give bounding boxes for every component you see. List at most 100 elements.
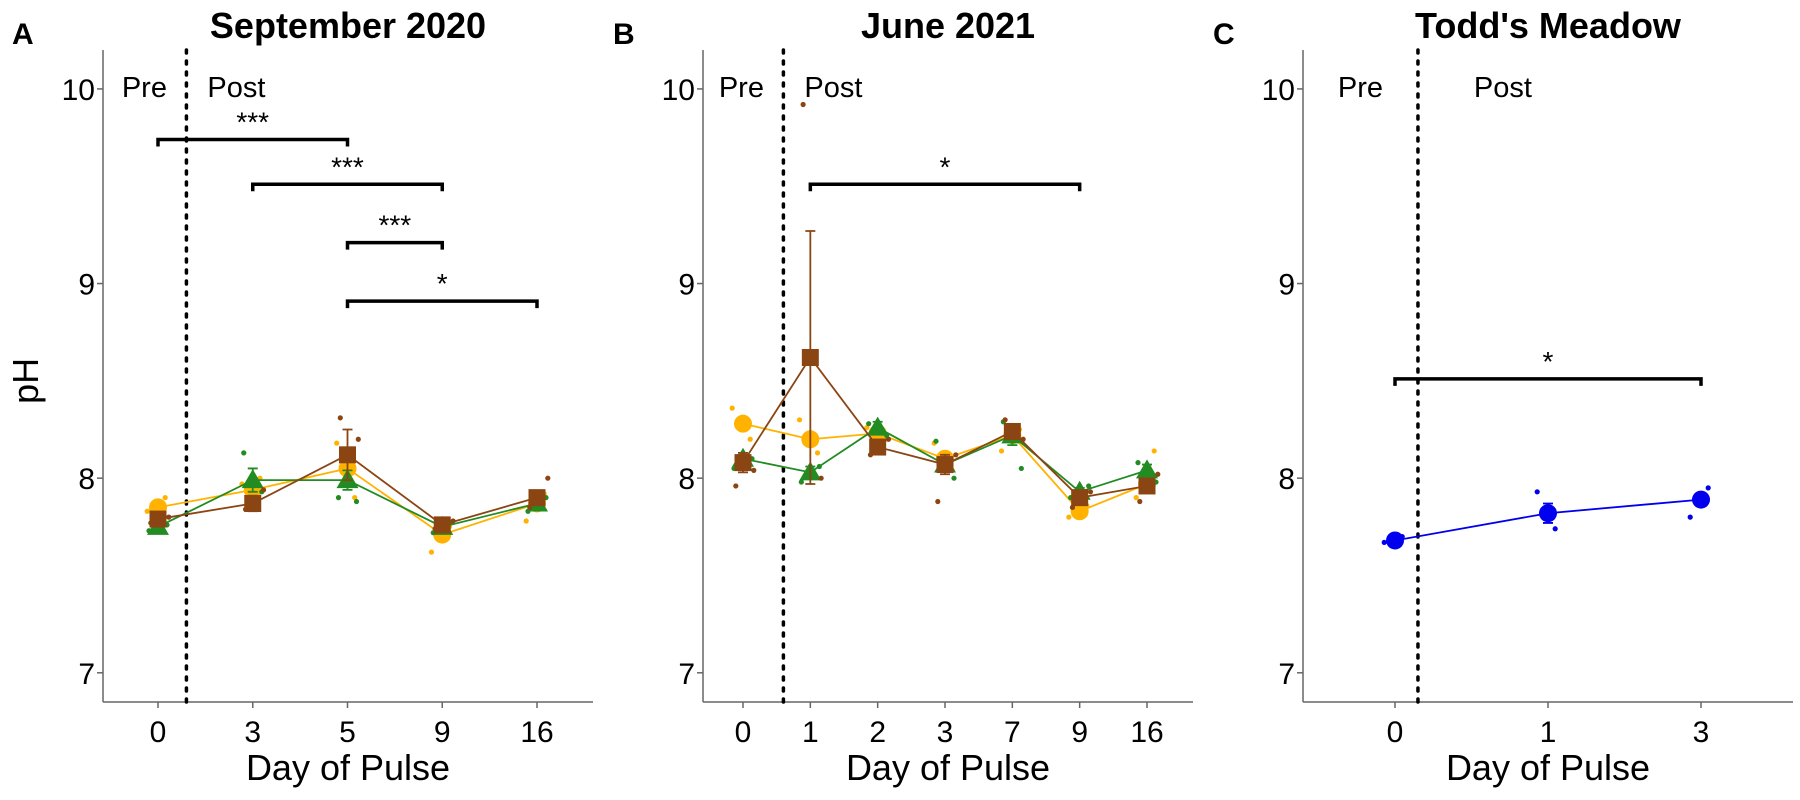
raw-point (1137, 498, 1143, 505)
pre-label: Pre (1338, 72, 1383, 104)
chart-title: September 2020 (210, 5, 486, 46)
raw-point (1087, 489, 1094, 495)
significance-label: *** (331, 151, 364, 182)
mean-point-square (433, 516, 451, 534)
significance-label: *** (236, 107, 269, 138)
x-tick-label: 3 (244, 716, 261, 749)
mean-point-square (869, 438, 887, 456)
x-tick-label: 0 (150, 716, 167, 749)
raw-point (796, 417, 803, 423)
mean-point-square (1138, 477, 1156, 495)
raw-point (355, 436, 361, 442)
x-tick-label: 16 (520, 716, 553, 749)
y-tick-label: 7 (78, 658, 95, 691)
raw-point (1135, 460, 1141, 466)
panel-c: C Todd's Meadow 7 8 9 10 0 1 3 Day of Pulse Pre Pos… (1213, 5, 1793, 788)
panel-a: A September 2020 7 8 9 10 0 3 5 9 16 Day of Pulse pH… (5, 5, 593, 788)
raw-point (864, 424, 870, 431)
raw-point (1133, 495, 1139, 501)
mean-point-circle (1386, 531, 1404, 550)
raw-point (545, 475, 551, 481)
significance-bracket (808, 182, 1082, 192)
raw-point (1018, 465, 1024, 472)
series-brown (733, 101, 1161, 510)
panel-b: B June 2021 7 8 9 10 0 1 2 3 7 9 16 Day of Pulse Pre Po… (613, 5, 1193, 788)
panel-letter: A (12, 18, 34, 51)
raw-point (1151, 448, 1157, 454)
raw-point (162, 495, 168, 501)
raw-point (1534, 489, 1540, 495)
chart-title: June 2021 (861, 5, 1035, 46)
x-axis-label: Day of Pulse (846, 747, 1050, 788)
mean-point-circle (1692, 490, 1710, 509)
raw-point (260, 487, 267, 493)
post-label: Post (1474, 72, 1532, 104)
mean-point-triangle (241, 469, 264, 489)
pre-label: Pre (122, 72, 167, 104)
x-axis-label: Day of Pulse (1446, 747, 1650, 788)
raw-point (747, 436, 753, 442)
significance-bracket (345, 240, 444, 250)
y-tick-label: 9 (1278, 269, 1295, 302)
series-brown (148, 415, 551, 534)
post-label: Post (804, 72, 862, 104)
panel-letter: B (613, 18, 635, 51)
mean-point-square (1003, 422, 1021, 440)
significance-label: *** (379, 210, 412, 241)
mean-point-square (1071, 489, 1089, 507)
raw-point (729, 405, 735, 411)
y-tick-label: 9 (678, 269, 695, 302)
raw-point (1687, 514, 1693, 520)
x-tick-label: 0 (1387, 716, 1404, 749)
x-tick-label: 2 (869, 716, 886, 749)
raw-point (800, 101, 806, 108)
significance-label: * (1543, 346, 1554, 377)
x-tick-label: 9 (434, 716, 451, 749)
raw-point (953, 452, 959, 458)
mean-point-square (244, 494, 262, 512)
raw-point (144, 508, 150, 514)
raw-point (951, 475, 957, 481)
raw-point (885, 436, 892, 442)
y-tick-label: 10 (662, 74, 695, 107)
raw-point (933, 438, 939, 444)
x-tick-label: 3 (937, 716, 954, 749)
raw-point (814, 450, 821, 456)
raw-point (1705, 485, 1711, 491)
mean-point-triangle (866, 416, 889, 436)
mean-point-square (801, 349, 819, 367)
mean-point-square (734, 454, 752, 472)
y-axis-label: pH (5, 358, 46, 404)
mean-point-circle (1539, 504, 1557, 523)
x-tick-label: 0 (735, 716, 752, 749)
mean-point-square (339, 446, 356, 464)
y-tick-label: 7 (1278, 658, 1295, 691)
y-tick-label: 10 (1262, 74, 1295, 107)
significance-bracket (1393, 377, 1703, 386)
raw-point (337, 415, 343, 421)
mean-point-triangle (1136, 459, 1158, 479)
mean-point-square (528, 489, 546, 507)
raw-point (733, 483, 739, 489)
y-tick-label: 9 (78, 269, 95, 302)
raw-point (935, 498, 941, 505)
raw-point (353, 498, 360, 505)
significance-label: * (437, 268, 448, 299)
post-label: Post (207, 72, 265, 104)
x-axis-label: Day of Pulse (246, 747, 450, 788)
y-tick-label: 8 (1278, 463, 1295, 496)
pre-label: Pre (719, 72, 764, 104)
x-tick-label: 1 (1540, 716, 1557, 749)
raw-point (818, 475, 824, 481)
raw-point (1381, 539, 1387, 546)
raw-point (352, 495, 358, 501)
raw-point (998, 448, 1005, 454)
raw-point (866, 421, 872, 427)
raw-point (1155, 471, 1161, 477)
mean-point-square (149, 510, 167, 528)
raw-point (428, 549, 435, 555)
raw-point (335, 495, 342, 501)
raw-point (334, 440, 340, 446)
mean-point-square (936, 456, 954, 474)
